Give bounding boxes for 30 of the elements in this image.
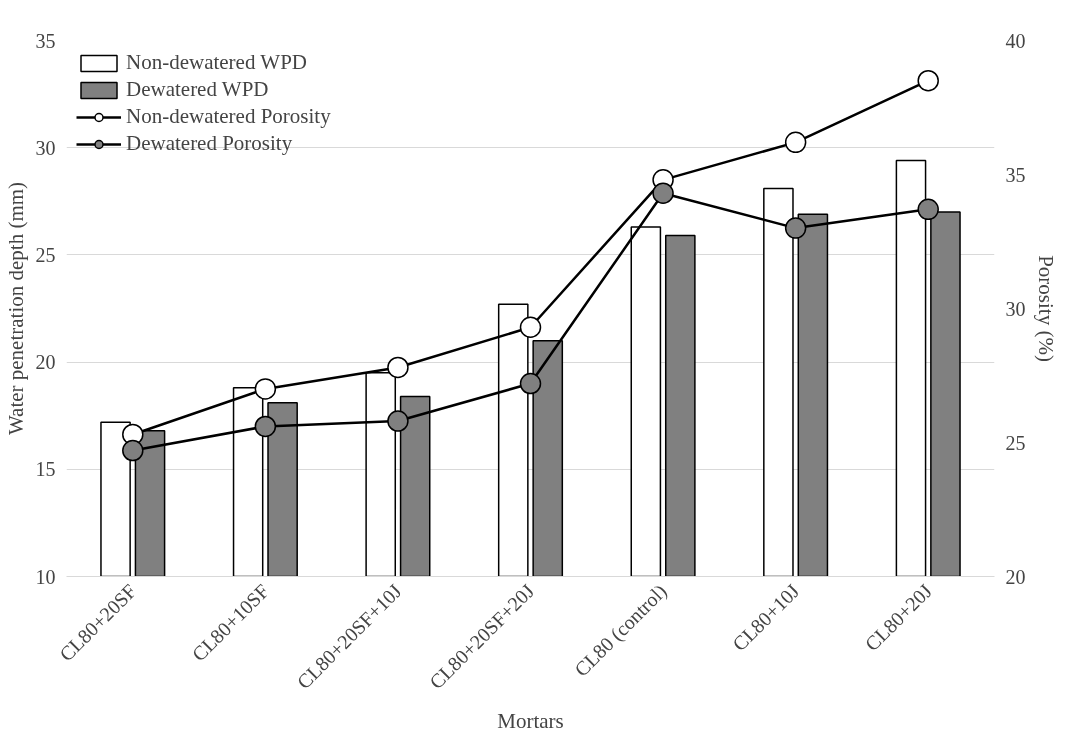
y2-tick-label: 30	[1005, 297, 1026, 320]
y2-tick-label: 35	[1005, 163, 1026, 186]
point	[652, 182, 674, 204]
y2-axis-title: Porosity (%)	[1033, 255, 1058, 362]
legend-label: Non-dewatered WPD	[126, 50, 307, 75]
y2-tick-label: 25	[1005, 431, 1026, 454]
point	[917, 69, 939, 92]
y-tick-label: 30	[35, 136, 56, 159]
y-tick-label: 35	[35, 29, 56, 52]
point	[519, 316, 542, 338]
point	[387, 356, 409, 379]
point	[784, 217, 807, 239]
legend-label: Dewatered Porosity	[126, 131, 293, 156]
x-axis-title: Mortars	[497, 708, 564, 733]
y2-tick-label: 40	[1005, 29, 1026, 52]
point	[519, 372, 542, 395]
y-tick-label: 25	[35, 243, 56, 266]
y-tick-label: 10	[35, 565, 56, 588]
y-tick-label: 20	[35, 351, 56, 374]
y-axis-title: Water penetration depth (mm)	[3, 181, 28, 436]
y-tick-label: 15	[35, 458, 56, 481]
legend-label: Dewatered WPD	[126, 77, 269, 102]
point	[784, 131, 807, 154]
point	[387, 410, 409, 432]
point	[254, 415, 277, 438]
point	[122, 439, 144, 462]
point	[254, 378, 277, 400]
y2-tick-label: 20	[1005, 565, 1026, 588]
point	[917, 198, 939, 221]
legend-label: Non-dewatered Porosity	[126, 104, 331, 129]
